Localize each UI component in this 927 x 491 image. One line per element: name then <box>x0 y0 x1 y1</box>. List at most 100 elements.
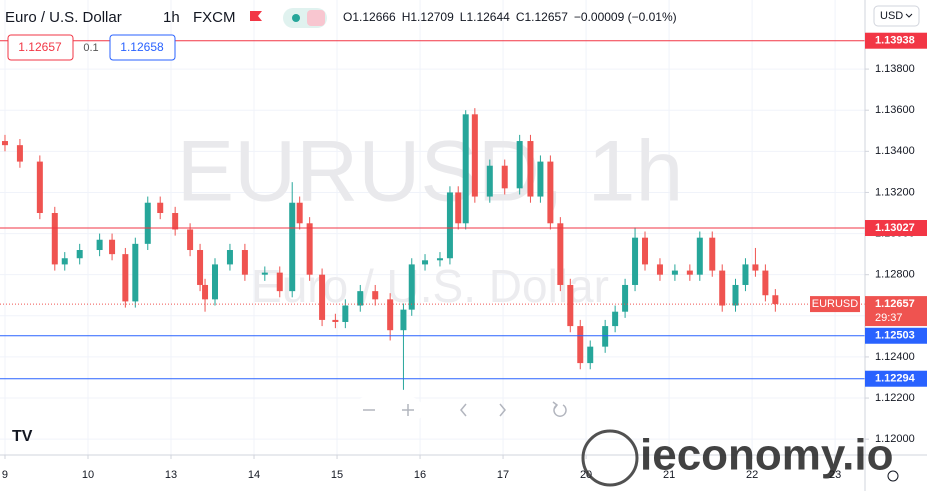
candle-body <box>76 250 83 259</box>
x-tick-label: 21 <box>663 469 675 481</box>
candle-body <box>197 250 204 285</box>
price-label: 1.12503 <box>875 330 915 342</box>
candle-body <box>172 213 179 230</box>
status-dot <box>292 14 300 22</box>
ohlc-value: L1.12644 <box>460 10 510 24</box>
candle-body <box>567 284 574 327</box>
candle-body <box>36 161 43 214</box>
settings[interactable] <box>887 470 899 482</box>
candle-body <box>289 202 296 292</box>
price-label-bg <box>865 327 927 344</box>
candle-body <box>96 239 103 251</box>
price-label: 1.13027 <box>875 222 915 234</box>
chevron <box>905 13 913 18</box>
candle-body <box>696 237 703 275</box>
buy-button[interactable] <box>109 34 176 61</box>
candle-body <box>709 237 716 271</box>
x-tick-label: 17 <box>497 469 509 481</box>
sell-button[interactable] <box>7 34 74 61</box>
x-tick-label: 10 <box>82 469 94 481</box>
price-label-bg <box>865 370 927 387</box>
candle-body <box>132 243 139 302</box>
candle-body <box>557 223 564 285</box>
candle-body <box>742 264 749 285</box>
y-tick-label: 1.13200 <box>875 186 915 198</box>
candle-body <box>357 291 364 306</box>
candle-body <box>455 192 462 224</box>
currency-select[interactable] <box>873 5 920 27</box>
tv-logo: TV <box>12 428 33 445</box>
x-tick-label: 14 <box>248 469 260 481</box>
candle-body <box>527 141 534 197</box>
candle-body <box>471 114 478 197</box>
ohlc: O1.12666 H1.12709 L1.12644 C1.12657 −0.00009… <box>343 10 677 24</box>
candle-body <box>762 270 769 296</box>
candle-body <box>602 326 609 347</box>
candle-body <box>319 274 326 320</box>
candle-body <box>226 250 233 265</box>
last-price: 1.12657 <box>875 298 915 310</box>
logo-text: ieconomy.io <box>640 431 893 480</box>
candle-body <box>632 237 639 285</box>
candle-body <box>752 264 759 271</box>
countdown: 29:37 <box>875 312 903 324</box>
candle-body <box>462 114 469 224</box>
candle-body <box>1 141 8 146</box>
x-tick-label: 13 <box>165 469 177 481</box>
candle-body <box>122 254 129 302</box>
candle-body <box>16 145 23 162</box>
y-tick-label: 1.12200 <box>875 392 915 404</box>
buy-price[interactable]: 1.12658 <box>120 40 164 54</box>
candle-body <box>202 284 209 300</box>
candle-body <box>577 326 584 364</box>
y-tick-label: 1.13800 <box>875 63 915 75</box>
candle-body <box>772 295 779 305</box>
ohlc-value: C1.12657 <box>516 10 568 24</box>
candle-body <box>61 258 68 265</box>
candle-body <box>51 213 58 265</box>
symbol-tag: EURUSD <box>812 298 859 310</box>
candle-body <box>719 270 726 306</box>
reset[interactable] <box>552 401 567 417</box>
ohlc-value: H1.12709 <box>402 10 454 24</box>
candle-body <box>109 239 116 255</box>
x-tick-label: 22 <box>746 469 758 481</box>
candle-body <box>656 264 663 275</box>
last-price-bg <box>865 296 927 327</box>
candle-body <box>501 165 508 189</box>
zoom-in[interactable] <box>402 404 414 416</box>
scroll-right[interactable] <box>499 403 506 417</box>
candle-body <box>436 258 443 261</box>
scroll-left[interactable] <box>460 403 467 417</box>
candle-body <box>187 229 194 251</box>
interval[interactable]: 1h <box>163 9 180 26</box>
y-tick-label: 1.13600 <box>875 104 915 116</box>
candle-body <box>732 284 739 306</box>
symbol-name[interactable]: Euro / U.S. Dollar <box>5 9 122 26</box>
price-label: 1.12294 <box>875 373 916 385</box>
ohlc-value: O1.12666 <box>343 10 396 24</box>
currency[interactable]: USD <box>880 10 903 22</box>
candle-body <box>686 270 693 275</box>
candle-body <box>372 291 379 300</box>
sell-price[interactable]: 1.12657 <box>18 40 62 54</box>
candle-body <box>537 161 544 197</box>
candle-body <box>446 192 453 259</box>
y-tick-label: 1.12800 <box>875 269 915 281</box>
spread: 0.1 <box>83 42 98 54</box>
candle-body <box>422 260 429 265</box>
candle-body <box>342 305 349 322</box>
candle-body <box>408 264 415 310</box>
ohlc-value: −0.00009 (−0.01%) <box>574 10 677 24</box>
candle-body <box>612 311 619 327</box>
candle-body <box>306 223 313 275</box>
candle-body <box>276 272 283 292</box>
candle-body <box>241 250 248 275</box>
flag-icon[interactable] <box>250 11 262 21</box>
exchange: FXCM <box>193 9 236 26</box>
y-tick-label: 1.12000 <box>875 433 915 445</box>
x-tick-label: 15 <box>331 469 343 481</box>
candle-body <box>387 299 394 331</box>
